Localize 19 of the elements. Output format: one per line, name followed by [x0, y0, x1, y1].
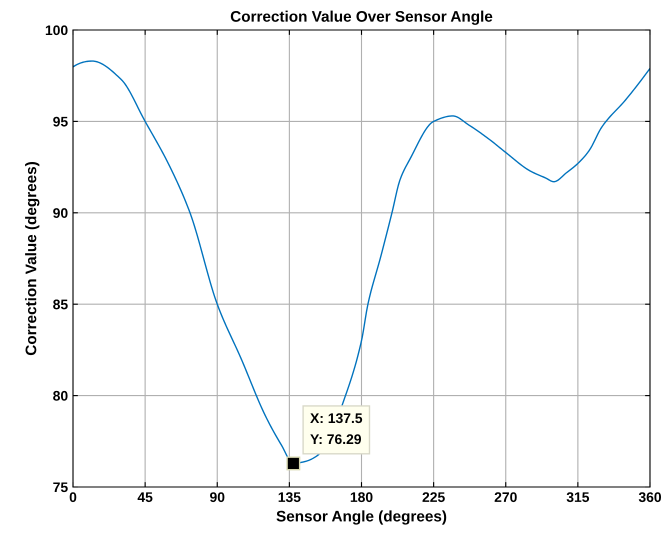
y-tick-label: 95 [53, 116, 68, 127]
x-tick-label: 0 [70, 492, 76, 502]
y-tick-label: 80 [53, 390, 68, 401]
y-tick-label: 85 [53, 300, 68, 310]
y-tick-label: 100 [46, 25, 68, 36]
y-axis-title: Correction Value (degrees) [25, 162, 40, 356]
x-tick-label: 45 [138, 492, 152, 502]
x-tick-label: 90 [210, 492, 224, 502]
x-tick-label: 315 [566, 492, 590, 502]
x-tick-label: 270 [494, 492, 517, 502]
chart-title: Correction Value Over Sensor Angle [230, 10, 492, 25]
x-tick-label: 180 [350, 492, 373, 502]
x-tick-label: 135 [278, 492, 301, 502]
annotation: X: 137.5 Y: 76.29 [310, 413, 362, 444]
y-tick-label: 90 [53, 208, 68, 218]
x-tick-label: 225 [422, 492, 445, 502]
x-axis-title: Sensor Angle (degrees) [276, 510, 446, 525]
y-tick-label: 75 [53, 482, 68, 492]
x-tick-label: 360 [638, 492, 662, 502]
